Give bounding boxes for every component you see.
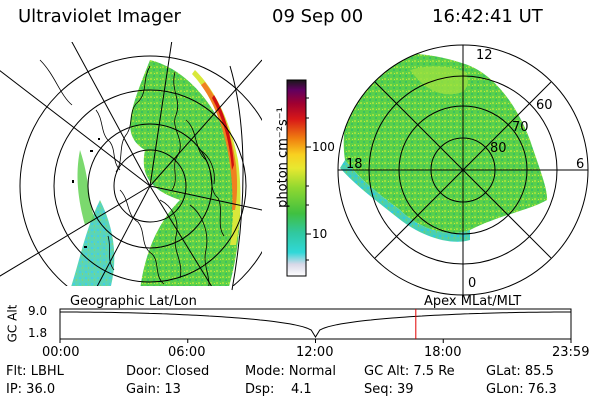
info-gain: Gain: 13	[126, 382, 181, 397]
mlat-label-60: 60	[536, 98, 553, 113]
magnetic-polar-plot	[340, 53, 548, 242]
mlt-label-6: 6	[576, 157, 585, 172]
left-panel-label: Geographic Lat/Lon	[70, 294, 197, 309]
orbit-altitude-curve	[60, 311, 571, 338]
timeline-ytick-1-8: 1.8	[28, 326, 48, 340]
info-filter: Flt: LBHL	[6, 364, 64, 379]
info-gc-alt: GC Alt: 7.5 Re	[364, 364, 455, 379]
info-mode: Mode: Normal	[245, 364, 336, 379]
timeline-xtick-1200: 12:00	[296, 345, 334, 360]
mlt-label-0: 0	[468, 276, 477, 291]
timeline-xtick-0600: 06:00	[168, 345, 206, 360]
colorbar-tick-100: 100	[312, 140, 335, 154]
info-seq: Seq: 39	[364, 382, 414, 397]
mlat-label-80: 80	[490, 141, 507, 156]
info-ip: IP: 36.0	[6, 382, 56, 397]
colorbar-tick-10: 10	[312, 227, 328, 241]
polar-grid	[337, 44, 589, 296]
aurora-emission	[130, 60, 241, 286]
mlt-label-12: 12	[476, 48, 493, 63]
info-glat: GLat: 85.5	[486, 364, 554, 379]
timeline-xtick-1800: 18:00	[424, 345, 462, 360]
timeline-axis-label: GC Alt	[5, 304, 20, 343]
info-dsp: Dsp: 4.1	[245, 382, 312, 397]
info-door: Door: Closed	[126, 364, 210, 379]
colorbar	[286, 79, 307, 277]
right-panel-label: Apex MLat/MLT	[424, 294, 522, 309]
observation-date: 09 Sep 00	[272, 6, 364, 27]
instrument-title: Ultraviolet Imager	[18, 6, 181, 27]
colorbar-unit-label: photon cm⁻²s⁻¹	[275, 107, 291, 208]
mlat-label-70: 70	[512, 120, 529, 135]
timeline-xtick-2359: 23:59	[552, 345, 590, 360]
info-glon: GLon: 76.3	[486, 382, 557, 397]
geographic-map	[0, 42, 262, 286]
timeline-ytick-9: 9.0	[28, 304, 48, 318]
observation-time: 16:42:41 UT	[432, 6, 543, 27]
mlt-label-18: 18	[346, 157, 363, 172]
timeline-xtick-0000: 00:00	[42, 345, 80, 360]
timeline-ticks	[59, 339, 572, 343]
